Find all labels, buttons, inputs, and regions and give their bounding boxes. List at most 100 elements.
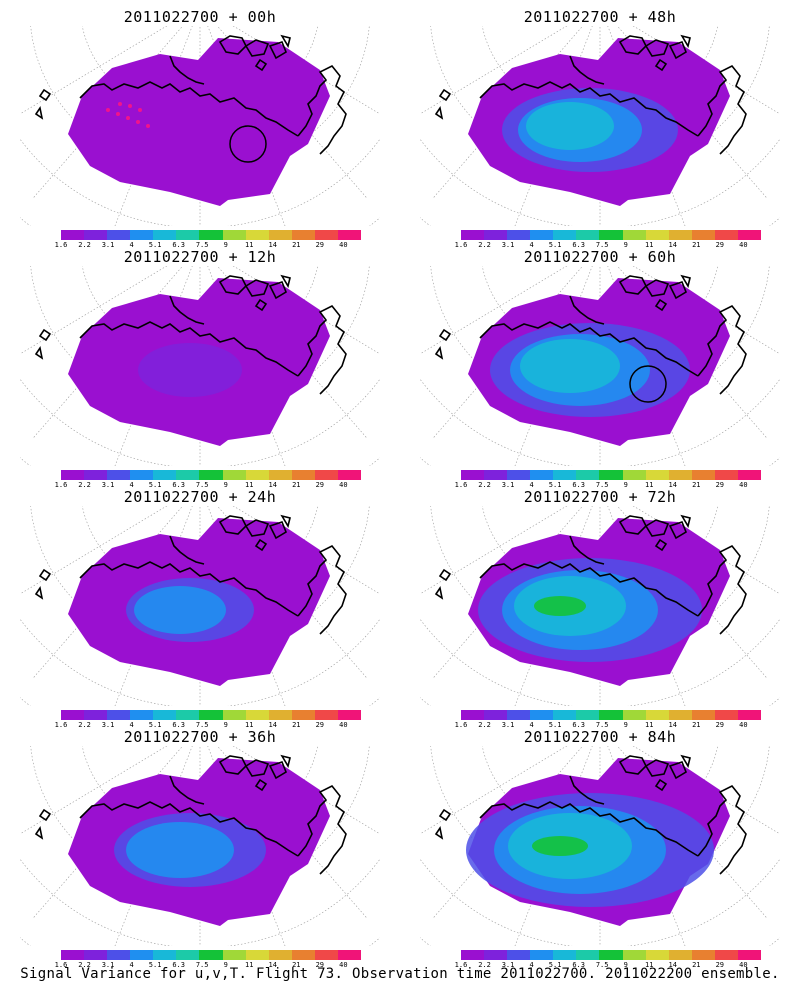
colorbar-tick-label: 3.1 bbox=[501, 241, 515, 249]
colorbar-swatch bbox=[245, 470, 269, 480]
colorbar-tick-label: 4 bbox=[129, 241, 134, 249]
colorbar-tick-label: 4 bbox=[529, 241, 534, 249]
colorbar bbox=[61, 230, 362, 240]
colorbar-tick-label: 40 bbox=[739, 721, 748, 729]
colorbar-swatch bbox=[268, 470, 292, 480]
colorbar-swatch bbox=[222, 470, 246, 480]
panel-title: 2011022700 + 00h bbox=[123, 8, 277, 26]
colorbar-tick-label: 9 bbox=[223, 961, 228, 969]
colorbar-swatch bbox=[268, 710, 292, 720]
colorbar-tick-label: 11 bbox=[245, 721, 254, 729]
panel-title: 2011022700 + 72h bbox=[523, 488, 677, 506]
colorbar-tick-label: 29 bbox=[715, 481, 725, 489]
colorbar-tick-label: 5.1 bbox=[548, 481, 562, 489]
colorbar-tick-label: 29 bbox=[715, 961, 725, 969]
coastlines bbox=[434, 274, 747, 395]
colorbar-swatch bbox=[599, 710, 623, 720]
colorbar-swatch bbox=[714, 470, 738, 480]
colorbar-tick-label: 40 bbox=[339, 241, 348, 249]
colorbar-swatch bbox=[599, 470, 623, 480]
map-panel: 2011022700 + 36h 1.6 2.2 3.1 4 5.1 6.3 7.5 9 11 14… bbox=[10, 728, 390, 969]
colorbar-swatch bbox=[337, 950, 362, 960]
colorbar-tick-label: 11 bbox=[245, 241, 254, 249]
colorbar-tick-label: 7.5 bbox=[595, 241, 609, 249]
panel-title: 2011022700 + 60h bbox=[523, 248, 677, 266]
colorbar-swatch bbox=[337, 710, 362, 720]
colorbar-tick-label: 5.1 bbox=[148, 241, 162, 249]
colorbar-tick-label: 11 bbox=[245, 481, 254, 489]
colorbar-swatch bbox=[107, 950, 131, 960]
colorbar-tick-label: 3.1 bbox=[101, 721, 115, 729]
map-panel: 2011022700 + 12h 1.6 2.2 3.1 4 5.1 6.3 7.5 9 11 14… bbox=[10, 248, 390, 489]
colorbar-ticks: 1.6 2.2 3.1 4 5.1 6.3 7.5 9 11 14 21 29 40 bbox=[455, 961, 761, 971]
colorbar-tick-label: 14 bbox=[268, 721, 277, 729]
colorbar-swatch bbox=[691, 710, 715, 720]
forecast-map bbox=[420, 506, 780, 706]
figure-caption: Signal Variance for u,v,T. Flight 73. Ob… bbox=[20, 966, 780, 982]
colorbar-swatch bbox=[314, 950, 338, 960]
colorbar-swatch bbox=[268, 230, 292, 240]
colorbar-tick-label: 14 bbox=[668, 481, 677, 489]
colorbar-swatch bbox=[61, 950, 85, 960]
colorbar-tick-label: 21 bbox=[692, 481, 701, 489]
colorbar-tick-label: 1.6 bbox=[54, 721, 68, 729]
colorbar-tick-label: 6.3 bbox=[572, 961, 585, 969]
colorbar-swatch bbox=[153, 470, 177, 480]
colorbar-tick-label: 11 bbox=[645, 961, 654, 969]
colorbar-tick-label: 5.1 bbox=[148, 961, 162, 969]
colorbar-swatch bbox=[268, 950, 292, 960]
colorbar-tick-label: 1.6 bbox=[54, 961, 68, 969]
forecast-map bbox=[20, 506, 380, 706]
colorbar-tick-label: 21 bbox=[292, 961, 301, 969]
colorbar-swatch bbox=[61, 230, 85, 240]
colorbar-ticks: 1.6 2.2 3.1 4 5.1 6.3 7.5 9 11 14 21 29 40 bbox=[55, 721, 361, 731]
colorbar-tick-label: 6.3 bbox=[172, 481, 185, 489]
colorbar-swatch bbox=[622, 470, 646, 480]
colorbar-swatch bbox=[645, 950, 669, 960]
colorbar-swatch bbox=[599, 230, 623, 240]
colorbar-swatch bbox=[245, 230, 269, 240]
colorbar-swatch bbox=[484, 230, 508, 240]
colorbar-swatch bbox=[645, 230, 669, 240]
colorbar-tick-label: 7.5 bbox=[195, 961, 209, 969]
colorbar-swatch bbox=[291, 470, 315, 480]
colorbar-tick-label: 3.1 bbox=[101, 961, 115, 969]
colorbar-tick-label: 14 bbox=[268, 961, 277, 969]
colorbar-swatch bbox=[245, 710, 269, 720]
panel-title: 2011022700 + 84h bbox=[523, 728, 677, 746]
colorbar-tick-label: 7.5 bbox=[195, 721, 209, 729]
colorbar-tick-label: 6.3 bbox=[572, 241, 585, 249]
coastlines bbox=[434, 34, 747, 155]
colorbar-tick-label: 1.6 bbox=[54, 481, 68, 489]
colorbar-tick-label: 3.1 bbox=[501, 721, 515, 729]
colorbar-tick-label: 2.2 bbox=[78, 241, 91, 249]
colorbar-swatch bbox=[599, 950, 623, 960]
colorbar-swatch bbox=[484, 710, 508, 720]
colorbar-tick-label: 5.1 bbox=[148, 721, 162, 729]
colorbar-tick-label: 4 bbox=[129, 721, 134, 729]
colorbar-tick-label: 7.5 bbox=[195, 241, 209, 249]
colorbar-swatch bbox=[576, 470, 600, 480]
colorbar-swatch bbox=[153, 950, 177, 960]
coastlines bbox=[34, 514, 347, 635]
map-panel: 2011022700 + 84h 1.6 2.2 3.1 4 5.1 6.3 7.5 9 11 14… bbox=[410, 728, 790, 971]
colorbar-tick-label: 9 bbox=[623, 241, 628, 249]
colorbar-swatch bbox=[245, 950, 269, 960]
colorbar-tick-label: 14 bbox=[668, 241, 677, 249]
colorbar-swatch bbox=[553, 950, 577, 960]
colorbar-tick-label: 6.3 bbox=[172, 241, 185, 249]
colorbar-swatch bbox=[314, 710, 338, 720]
colorbar-swatch bbox=[507, 230, 531, 240]
colorbar-swatch bbox=[222, 230, 246, 240]
colorbar-swatch bbox=[176, 710, 200, 720]
colorbar-swatch bbox=[691, 230, 715, 240]
forecast-map bbox=[420, 746, 780, 946]
colorbar bbox=[461, 470, 762, 480]
colorbar-tick-label: 5.1 bbox=[148, 481, 162, 489]
colorbar-tick-label: 1.6 bbox=[454, 481, 468, 489]
colorbar-tick-label: 6.3 bbox=[172, 961, 185, 969]
colorbar-tick-label: 21 bbox=[692, 241, 701, 249]
colorbar-swatch bbox=[84, 950, 108, 960]
colorbar-swatch bbox=[130, 470, 154, 480]
colorbar-swatch bbox=[130, 230, 154, 240]
